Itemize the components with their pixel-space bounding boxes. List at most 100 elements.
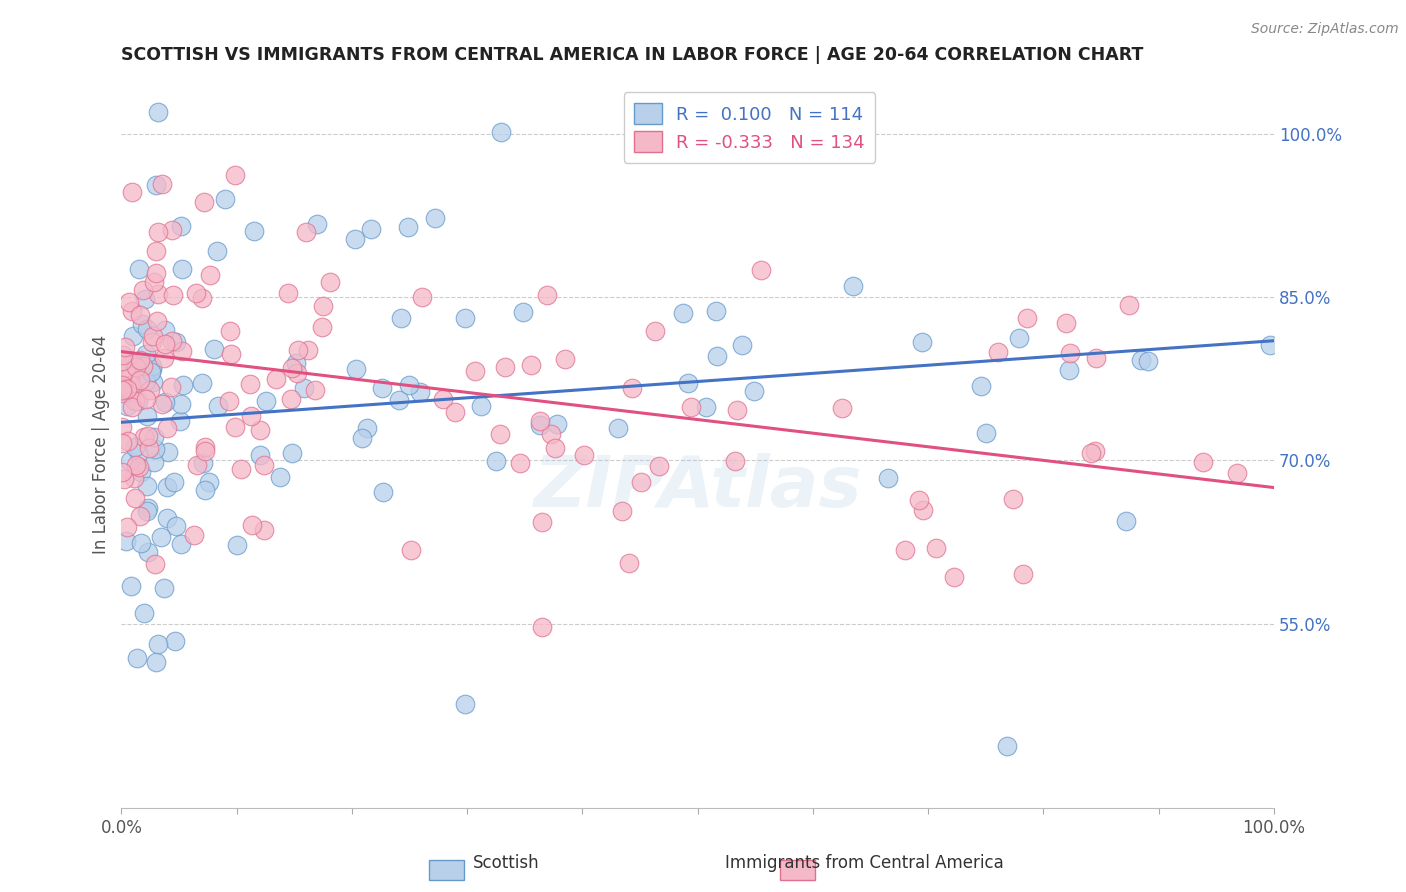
Point — [749, 263, 772, 277]
Point — [197, 475, 219, 490]
Point — [115, 534, 138, 549]
Point — [207, 399, 229, 413]
Text: ZIPAtlas: ZIPAtlas — [533, 453, 862, 523]
Point — [672, 306, 695, 320]
Point — [129, 465, 152, 479]
Point — [1057, 363, 1080, 377]
Point — [183, 527, 205, 541]
Point — [239, 377, 262, 392]
Point — [122, 470, 145, 484]
Point — [141, 334, 163, 349]
Point — [630, 475, 652, 489]
Point — [485, 454, 508, 468]
Point — [226, 538, 249, 552]
Point — [120, 378, 142, 392]
Point — [169, 219, 191, 233]
Point — [388, 393, 411, 408]
Point — [529, 417, 551, 432]
Point — [1084, 444, 1107, 458]
Point — [145, 178, 167, 193]
Point — [170, 343, 193, 358]
Point — [744, 384, 766, 398]
Point — [156, 445, 179, 459]
Point — [249, 448, 271, 462]
Point — [725, 403, 748, 417]
Point — [509, 456, 531, 470]
Point — [1118, 298, 1140, 312]
Point — [423, 211, 446, 225]
Point — [125, 458, 148, 473]
Point — [894, 543, 917, 558]
Text: SCOTTISH VS IMMIGRANTS FROM CENTRAL AMERICA IN LABOR FORCE | AGE 20-64 CORRELATI: SCOTTISH VS IMMIGRANTS FROM CENTRAL AMER… — [121, 46, 1144, 64]
Point — [153, 581, 176, 595]
Point — [831, 401, 853, 415]
Point — [120, 579, 142, 593]
Point — [132, 359, 155, 374]
Point — [122, 329, 145, 343]
Point — [134, 293, 156, 307]
Point — [128, 446, 150, 460]
Point — [344, 232, 367, 246]
Point — [356, 421, 378, 435]
Point — [531, 516, 554, 530]
Point — [606, 421, 628, 435]
Point — [132, 430, 155, 444]
Point — [911, 334, 934, 349]
Point — [127, 394, 149, 409]
Point — [1002, 491, 1025, 506]
Point — [432, 392, 454, 406]
Point — [124, 491, 146, 506]
Point — [243, 224, 266, 238]
Point — [191, 376, 214, 390]
Point — [876, 470, 898, 484]
Point — [136, 501, 159, 516]
Point — [186, 458, 208, 472]
Point — [121, 304, 143, 318]
Point — [371, 381, 394, 395]
Point — [141, 362, 163, 376]
Point — [731, 338, 754, 352]
Point — [681, 401, 703, 415]
Point — [111, 435, 134, 450]
Point — [194, 441, 217, 455]
Point — [136, 429, 159, 443]
Point — [150, 396, 173, 410]
Point — [1080, 446, 1102, 460]
Point — [530, 620, 553, 634]
Point — [371, 485, 394, 500]
Point — [153, 395, 176, 409]
Point — [408, 385, 430, 400]
Point — [249, 423, 271, 437]
Text: Source: ZipAtlas.com: Source: ZipAtlas.com — [1251, 22, 1399, 37]
Point — [305, 217, 328, 231]
Point — [676, 376, 699, 390]
Point — [136, 479, 159, 493]
Text: Immigrants from Central America: Immigrants from Central America — [725, 855, 1004, 872]
Point — [704, 304, 727, 318]
Point — [224, 419, 246, 434]
Point — [1059, 345, 1081, 359]
Point — [194, 483, 217, 497]
Point — [411, 290, 433, 304]
Point — [453, 697, 475, 711]
Point — [218, 393, 240, 408]
Point — [141, 359, 163, 373]
Point — [146, 225, 169, 239]
Point — [132, 283, 155, 297]
Point — [191, 291, 214, 305]
Point — [546, 417, 568, 432]
Point — [191, 457, 214, 471]
Point — [207, 244, 229, 258]
Point — [706, 349, 728, 363]
Point — [842, 279, 865, 293]
Point — [145, 655, 167, 669]
Point — [1258, 337, 1281, 351]
Point — [621, 381, 644, 395]
Point — [172, 377, 194, 392]
Point — [170, 536, 193, 550]
Point — [135, 347, 157, 361]
Point — [520, 358, 543, 372]
Point — [148, 105, 170, 120]
Point — [142, 375, 165, 389]
Point — [1130, 353, 1153, 368]
